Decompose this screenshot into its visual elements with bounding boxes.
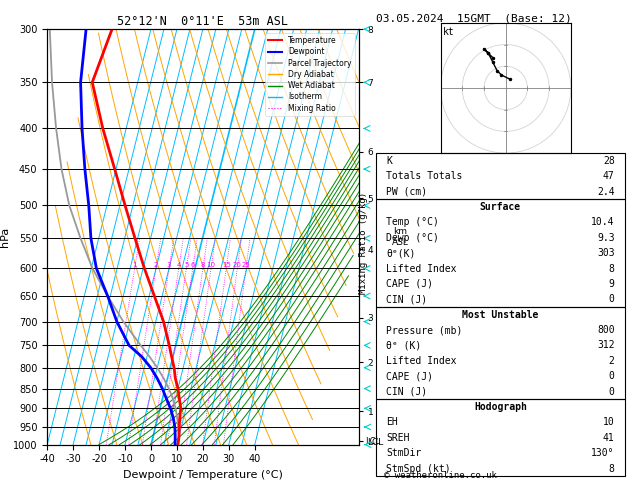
Text: 303: 303: [597, 248, 615, 258]
Text: 41: 41: [603, 433, 615, 443]
Text: 8: 8: [609, 263, 615, 274]
Text: 2.4: 2.4: [597, 187, 615, 196]
Text: SREH: SREH: [386, 433, 409, 443]
Text: CIN (J): CIN (J): [386, 295, 427, 304]
Text: 03.05.2024  15GMT  (Base: 12): 03.05.2024 15GMT (Base: 12): [376, 14, 572, 24]
Text: 6: 6: [191, 262, 195, 268]
Text: Hodograph: Hodograph: [474, 402, 527, 412]
Text: 2: 2: [154, 262, 158, 268]
Text: 8: 8: [201, 262, 205, 268]
Text: 2: 2: [609, 356, 615, 366]
Bar: [376, 399, 625, 476]
Text: 5: 5: [184, 262, 189, 268]
Title: 52°12'N  0°11'E  53m ASL: 52°12'N 0°11'E 53m ASL: [118, 15, 288, 28]
Text: 25: 25: [242, 262, 250, 268]
Text: 9.3: 9.3: [597, 233, 615, 243]
Text: LCL: LCL: [365, 437, 380, 446]
Text: Pressure (mb): Pressure (mb): [386, 325, 462, 335]
Text: 28: 28: [603, 156, 615, 166]
Y-axis label: km
ASL: km ASL: [392, 227, 409, 246]
Bar: [376, 153, 625, 199]
Text: 130°: 130°: [591, 448, 615, 458]
Text: θᵉ (K): θᵉ (K): [386, 341, 421, 350]
Text: 20: 20: [233, 262, 242, 268]
Text: Lifted Index: Lifted Index: [386, 356, 457, 366]
Text: 800: 800: [597, 325, 615, 335]
Text: 1: 1: [132, 262, 137, 268]
Text: 10: 10: [206, 262, 216, 268]
Text: 0: 0: [609, 371, 615, 381]
Text: EH: EH: [386, 417, 398, 427]
Text: θᵉ(K): θᵉ(K): [386, 248, 416, 258]
Text: CAPE (J): CAPE (J): [386, 371, 433, 381]
Legend: Temperature, Dewpoint, Parcel Trajectory, Dry Adiabat, Wet Adiabat, Isotherm, Mi: Temperature, Dewpoint, Parcel Trajectory…: [265, 33, 355, 116]
Text: K: K: [386, 156, 392, 166]
Text: Dewp (°C): Dewp (°C): [386, 233, 439, 243]
Text: 0: 0: [609, 387, 615, 397]
Y-axis label: hPa: hPa: [0, 227, 10, 247]
Text: Totals Totals: Totals Totals: [386, 171, 462, 181]
Text: 8: 8: [609, 464, 615, 473]
Text: StmSpd (kt): StmSpd (kt): [386, 464, 451, 473]
Text: 312: 312: [597, 341, 615, 350]
X-axis label: Dewpoint / Temperature (°C): Dewpoint / Temperature (°C): [123, 470, 283, 480]
Text: 9: 9: [609, 279, 615, 289]
Text: Mixing Ratio (g/kg): Mixing Ratio (g/kg): [359, 192, 368, 294]
Text: CAPE (J): CAPE (J): [386, 279, 433, 289]
Text: 47: 47: [603, 171, 615, 181]
Text: StmDir: StmDir: [386, 448, 421, 458]
Bar: [376, 199, 625, 307]
Text: PW (cm): PW (cm): [386, 187, 427, 196]
Text: Lifted Index: Lifted Index: [386, 263, 457, 274]
Text: 15: 15: [222, 262, 231, 268]
Text: 3: 3: [167, 262, 171, 268]
Text: 10.4: 10.4: [591, 217, 615, 227]
Bar: [376, 307, 625, 399]
Text: 10: 10: [603, 417, 615, 427]
Text: 4: 4: [177, 262, 181, 268]
Text: Temp (°C): Temp (°C): [386, 217, 439, 227]
Text: 0: 0: [609, 295, 615, 304]
Text: CIN (J): CIN (J): [386, 387, 427, 397]
Text: Surface: Surface: [480, 202, 521, 212]
Text: kt: kt: [443, 27, 455, 37]
Text: Most Unstable: Most Unstable: [462, 310, 538, 320]
Text: © weatheronline.co.uk: © weatheronline.co.uk: [384, 471, 496, 480]
